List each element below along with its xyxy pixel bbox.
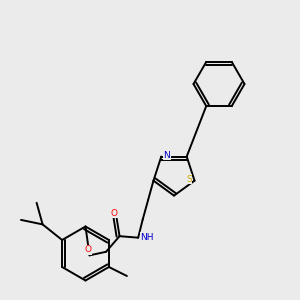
Text: NH: NH	[140, 232, 154, 242]
Text: O: O	[110, 208, 117, 217]
Text: O: O	[85, 245, 92, 254]
Text: S: S	[186, 175, 192, 184]
Text: N: N	[163, 151, 170, 160]
